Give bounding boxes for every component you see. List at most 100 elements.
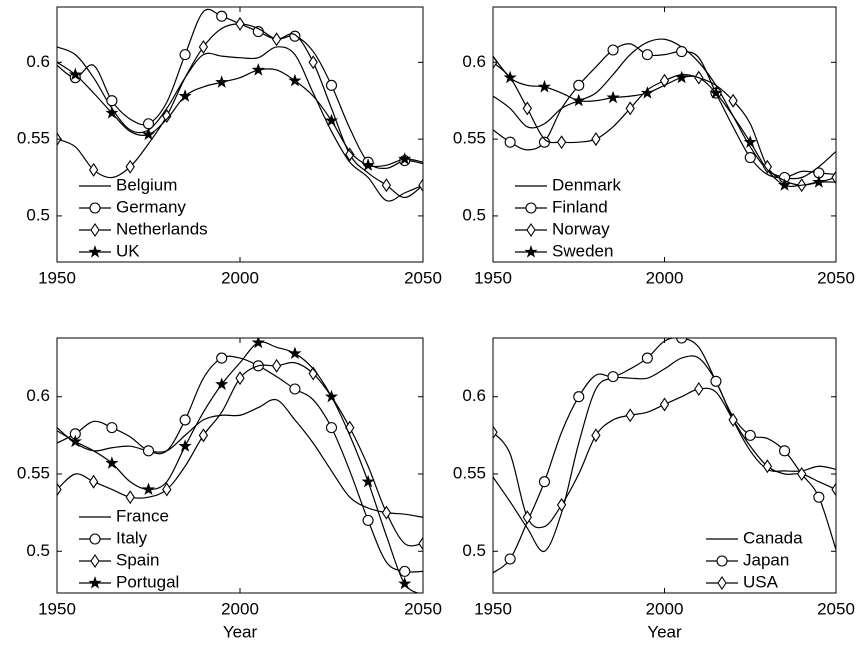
legend-label: Netherlands (116, 219, 208, 238)
marker (743, 135, 757, 148)
marker (235, 371, 245, 386)
marker (640, 86, 654, 99)
marker (105, 106, 119, 119)
x-tick-label: 1950 (474, 268, 512, 287)
marker (308, 55, 318, 70)
series-line (493, 38, 836, 180)
legend-label: USA (743, 572, 779, 591)
y-tick-label: 0.6 (26, 52, 50, 71)
x-tick-label: 2000 (646, 268, 684, 287)
marker (676, 45, 688, 58)
marker (641, 352, 653, 364)
series-line (57, 46, 423, 202)
marker (418, 536, 423, 551)
panel: 1950 2000 2050 0.5 0.55 0.6 Year Canada Japan USA (453, 337, 855, 641)
marker (418, 178, 423, 193)
marker (591, 132, 601, 147)
plot-area (57, 338, 423, 593)
marker (381, 178, 392, 193)
marker (694, 382, 704, 396)
legend-marker (524, 245, 538, 258)
marker (778, 445, 791, 457)
x-tick-label: 1950 (474, 599, 512, 618)
legend-label: UK (116, 241, 140, 260)
legend-label: France (116, 506, 169, 525)
marker (288, 73, 302, 87)
series-line (493, 43, 836, 179)
legend-marker (90, 554, 100, 568)
marker (573, 79, 585, 91)
axes-box (492, 6, 837, 263)
marker (522, 101, 532, 116)
legend-label: Norway (552, 219, 610, 238)
marker (141, 482, 156, 496)
series-line (493, 355, 836, 552)
marker (88, 474, 99, 489)
marker (777, 178, 792, 191)
marker (709, 86, 723, 99)
marker (728, 93, 738, 108)
legend-label: Italy (116, 528, 148, 547)
marker (271, 32, 282, 47)
x-tick-label: 2050 (817, 599, 855, 618)
x-tick-label: 1950 (38, 268, 76, 287)
marker (362, 514, 374, 526)
plot-area (57, 8, 423, 202)
marker (179, 414, 191, 426)
marker (215, 75, 229, 88)
marker (178, 89, 192, 102)
marker (591, 428, 601, 443)
marker (762, 459, 773, 474)
marker (675, 70, 689, 84)
marker (659, 397, 670, 412)
legend-label: Canada (743, 528, 803, 547)
legend-marker (89, 533, 101, 545)
marker (537, 79, 552, 93)
x-tick-label: 2050 (817, 268, 855, 287)
marker (345, 147, 355, 162)
marker (556, 135, 567, 150)
marker (162, 482, 172, 497)
legend-label: Japan (743, 550, 789, 569)
marker (106, 422, 118, 434)
panel: 1950 2000 2050 0.5 0.55 0.6 Year France Italy Spa… (17, 337, 442, 641)
legend-label: Spain (116, 550, 159, 569)
marker (251, 338, 265, 349)
y-tick-label: 0.6 (26, 386, 50, 405)
marker (179, 49, 191, 61)
legend-marker (526, 223, 536, 237)
marker (744, 429, 756, 441)
legend-marker (90, 223, 100, 237)
marker (125, 159, 135, 174)
marker (606, 90, 620, 104)
plot-area (493, 38, 836, 193)
marker (503, 70, 517, 84)
marker (504, 136, 516, 148)
marker (68, 67, 82, 81)
x-tick-label: 1950 (38, 599, 76, 618)
legend-marker (88, 576, 102, 589)
marker (398, 152, 412, 165)
marker (88, 162, 99, 177)
y-tick-label: 0.5 (26, 205, 50, 224)
marker (106, 95, 118, 107)
marker (710, 375, 722, 387)
x-tick-label: 2000 (221, 268, 259, 287)
marker (235, 16, 245, 31)
x-tick-label: 2000 (221, 599, 259, 618)
x-tick-label: 2050 (404, 268, 442, 287)
legend-marker (89, 202, 101, 214)
marker (504, 553, 516, 565)
y-tick-label: 0.55 (453, 463, 486, 482)
marker (831, 482, 836, 497)
axes-box (56, 6, 424, 263)
marker (607, 371, 619, 383)
legend-marker (88, 245, 102, 258)
legend-label: Germany (116, 197, 186, 216)
y-tick-label: 0.5 (26, 541, 50, 560)
x-tick-label: 2050 (404, 599, 442, 618)
marker (522, 510, 532, 525)
marker (641, 49, 653, 61)
y-tick-label: 0.5 (462, 541, 486, 560)
marker (361, 158, 375, 171)
